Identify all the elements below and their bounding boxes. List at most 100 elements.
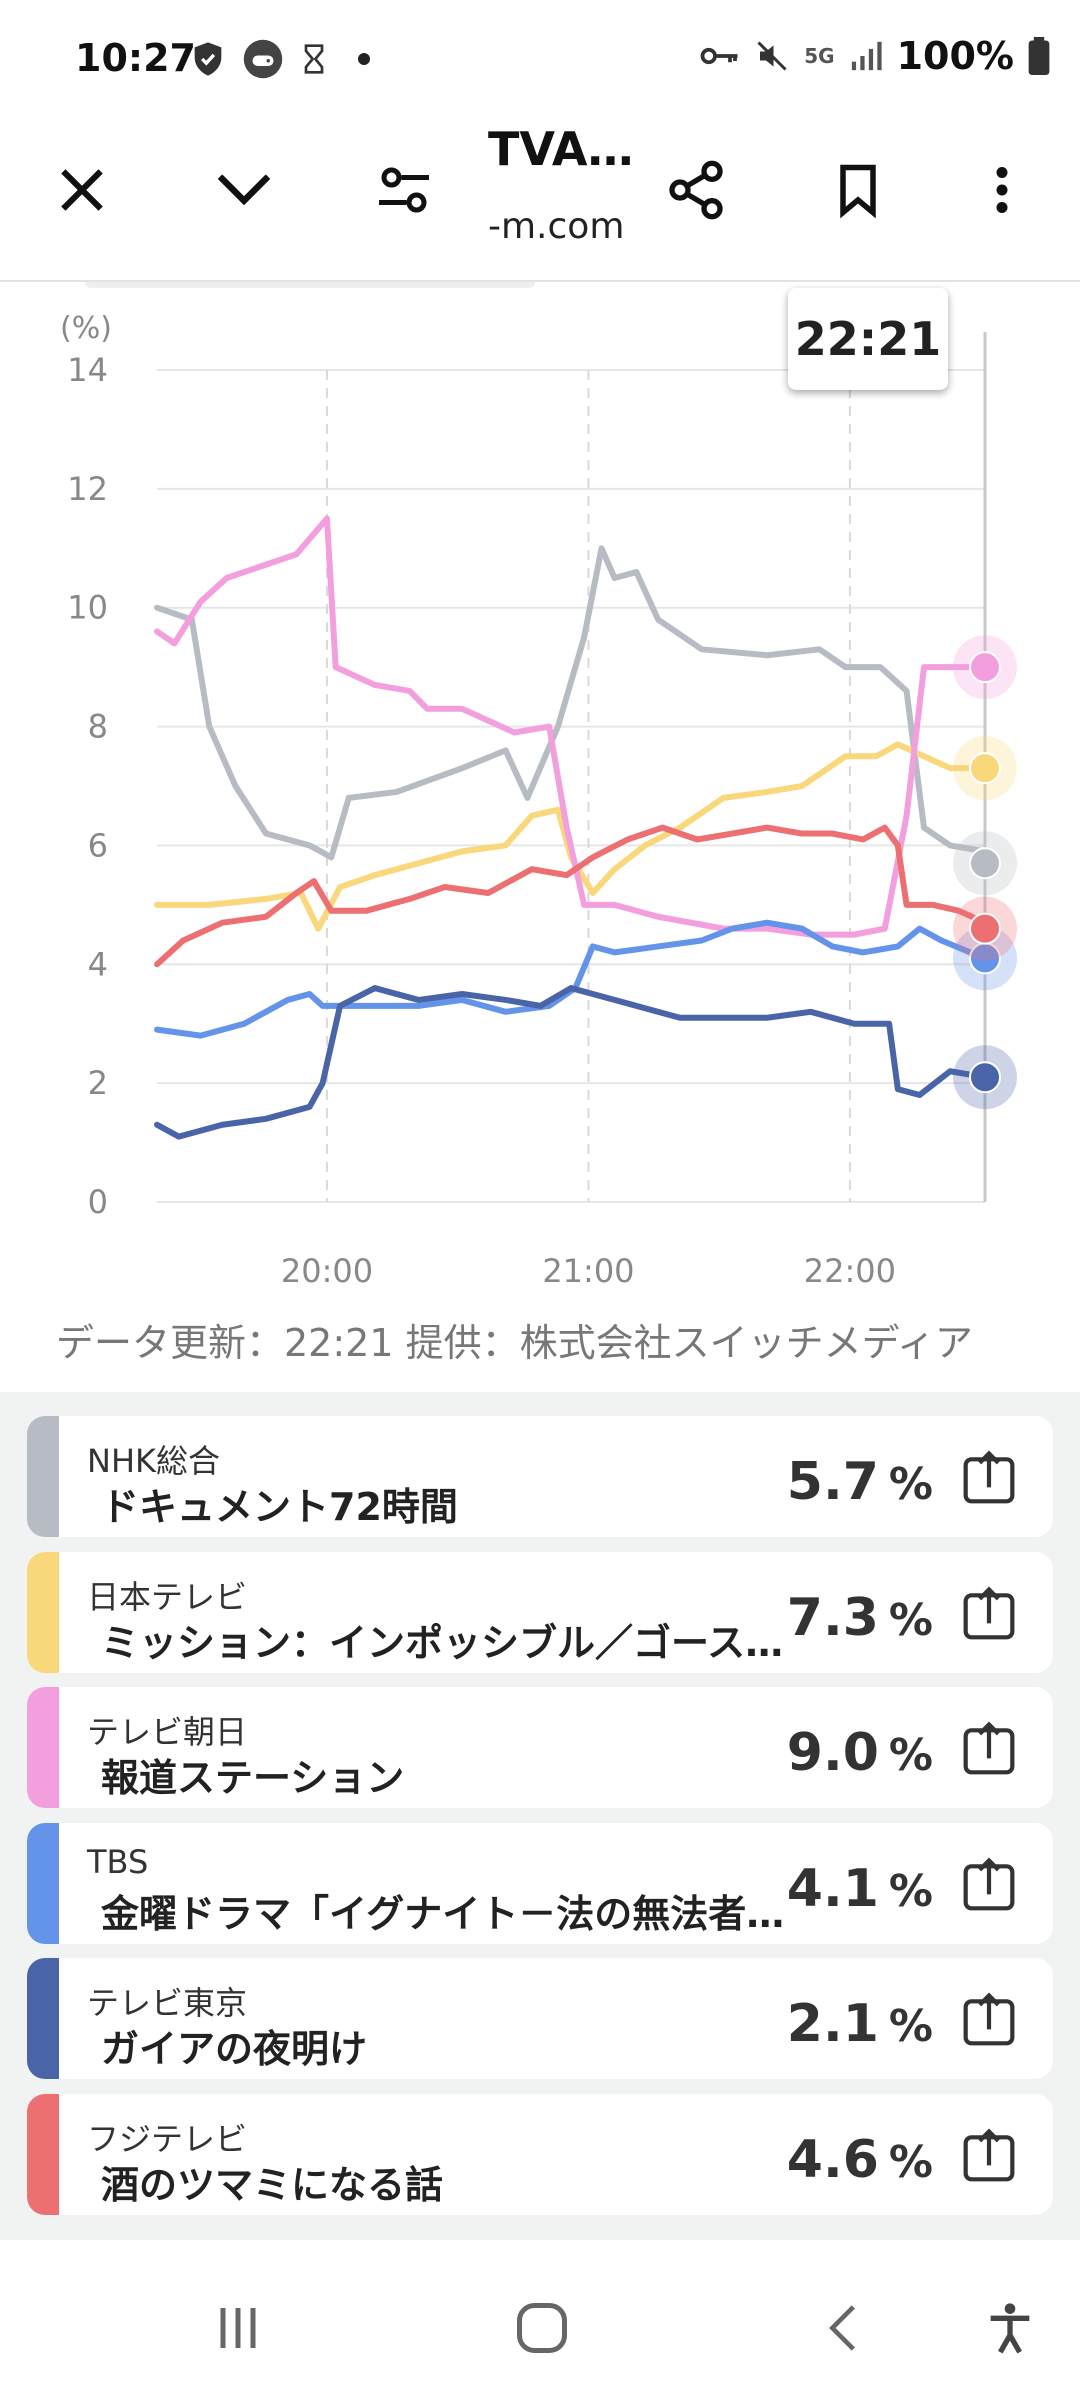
program-title: 酒のツマミになる話 xyxy=(101,2163,444,2207)
channel-name: テレビ東京 xyxy=(87,1984,248,2022)
share-button[interactable] xyxy=(656,150,736,230)
close-icon xyxy=(61,169,103,211)
series-line xyxy=(154,985,988,1140)
program-title: ドキュメント72時間 xyxy=(101,1485,458,1529)
rating-unit: % xyxy=(888,1730,933,1781)
channel-color-bar xyxy=(27,2094,59,2215)
more-icon xyxy=(996,167,1008,213)
series-end-point xyxy=(969,651,1001,684)
data-update-note: データ更新：22:21 提供：株式会社スイッチメディア xyxy=(56,1321,973,1365)
share-icon[interactable] xyxy=(961,2128,1017,2184)
key-icon xyxy=(700,47,738,65)
battery-icon xyxy=(1028,37,1050,75)
channel-name: 日本テレビ xyxy=(87,1578,248,1616)
series-end-point xyxy=(969,752,1001,785)
channel-card[interactable]: TBS 金曜ドラマ「イグナイト－法の無法者－」 4.1% xyxy=(27,1823,1053,1944)
hourglass-icon xyxy=(304,44,324,74)
y-axis-unit: (%) xyxy=(60,311,112,346)
share-icon xyxy=(669,160,723,220)
series-line xyxy=(154,741,988,932)
accessibility-icon xyxy=(990,2303,1030,2354)
channel-card[interactable]: テレビ朝日報道ステーション 9.0% xyxy=(27,1687,1053,1808)
series-end-point xyxy=(969,1061,1001,1094)
recents-button[interactable] xyxy=(198,2288,278,2368)
x-tick-label: 20:00 xyxy=(281,1252,373,1290)
back-button[interactable] xyxy=(804,2288,884,2368)
rating-unit: % xyxy=(888,2001,933,2052)
channel-list: NHK総合 ドキュメント72時間 5.7% 日本テレビ ミッション：インポッシブル／ゴー… xyxy=(0,1392,1080,2240)
series-line xyxy=(154,824,988,968)
rating-number: 4.1 xyxy=(786,1859,879,1919)
page-settings-button[interactable] xyxy=(364,150,444,230)
series-line xyxy=(154,545,988,861)
home-button[interactable] xyxy=(502,2288,582,2368)
channel-name: テレビ朝日 xyxy=(87,1713,248,1751)
ratings-line-chart[interactable]: (%) 0 2 4 6 8 10 12 14 20:00 21:00 22:00 xyxy=(0,282,1080,1372)
share-icon[interactable] xyxy=(961,1992,1017,2048)
rating-number: 5.7 xyxy=(786,1452,879,1512)
y-tick-label: 2 xyxy=(88,1064,108,1102)
x-tick-label: 22:00 xyxy=(804,1252,896,1290)
more-options-button[interactable] xyxy=(962,150,1042,230)
home-icon xyxy=(517,2303,567,2353)
rating-value: 9.0% xyxy=(787,1723,933,1783)
network-type: 5G xyxy=(804,44,835,68)
x-tick-label: 21:00 xyxy=(542,1252,634,1290)
y-tick-label: 8 xyxy=(88,708,108,746)
rating-value: 4.6% xyxy=(787,2130,933,2190)
rating-unit: % xyxy=(888,1459,933,1510)
back-icon xyxy=(829,2305,855,2351)
rating-number: 4.6 xyxy=(786,2130,879,2190)
gamepad-icon xyxy=(243,39,283,79)
y-tick-label: 10 xyxy=(67,589,108,627)
program-title: 金曜ドラマ「イグナイト－法の無法者－」 xyxy=(101,1892,811,1936)
rating-number: 7.3 xyxy=(786,1588,879,1648)
program-title: 報道ステーション xyxy=(101,1756,405,1800)
program-title: ガイアの夜明け xyxy=(101,2027,368,2071)
y-tick-label: 6 xyxy=(88,826,108,864)
channel-card[interactable]: NHK総合 ドキュメント72時間 5.7% xyxy=(27,1416,1053,1537)
rating-unit: % xyxy=(888,1866,933,1917)
channel-color-bar xyxy=(27,1416,59,1537)
channel-color-bar xyxy=(27,1958,59,2079)
accessibility-button[interactable] xyxy=(970,2288,1050,2368)
channel-card[interactable]: フジテレビ 酒のツマミになる話 4.6% xyxy=(27,2094,1053,2215)
y-tick-label: 12 xyxy=(67,470,108,508)
channel-color-bar xyxy=(27,1552,59,1673)
minimize-button[interactable] xyxy=(204,150,284,230)
status-time: 10:27 xyxy=(75,36,196,80)
signal-icon xyxy=(851,41,882,71)
tune-icon xyxy=(379,167,429,213)
rating-value: 2.1% xyxy=(787,1994,933,2054)
series-end-point xyxy=(969,912,1001,945)
bookmark-button[interactable] xyxy=(818,150,898,230)
close-button[interactable] xyxy=(42,150,122,230)
share-icon[interactable] xyxy=(961,1857,1017,1913)
share-icon[interactable] xyxy=(961,1450,1017,1506)
navigation-bar xyxy=(0,2244,1080,2400)
rating-unit: % xyxy=(888,2137,933,2188)
program-title: ミッション：インポッシブル／ゴースト・プロトコル xyxy=(101,1621,811,1665)
page-url: -m.com xyxy=(488,206,625,247)
rating-value: 5.7% xyxy=(787,1452,933,1512)
rating-value: 7.3% xyxy=(787,1588,933,1648)
recents-icon xyxy=(220,2308,256,2348)
browser-toolbar: TVA… -m.com xyxy=(0,110,1080,282)
rating-number: 9.0 xyxy=(786,1723,879,1783)
time-tooltip: 22:21 xyxy=(788,288,948,390)
y-tick-label: 14 xyxy=(67,351,108,389)
battery-level: 100% xyxy=(896,34,1014,78)
shield-icon xyxy=(194,42,222,76)
status-bar: 10:27 5G 100% xyxy=(0,0,1080,110)
channel-card[interactable]: テレビ東京ガイアの夜明け 2.1% xyxy=(27,1958,1053,2079)
y-tick-label: 4 xyxy=(88,945,108,983)
y-tick-label: 0 xyxy=(88,1183,108,1221)
chart-area: (%) 0 2 4 6 8 10 12 14 20:00 21:00 22:00 22:21 xyxy=(0,282,1080,1372)
rating-number: 2.1 xyxy=(786,1994,879,2054)
mute-icon xyxy=(757,41,787,71)
share-icon[interactable] xyxy=(961,1721,1017,1777)
series-line xyxy=(154,515,988,938)
share-icon[interactable] xyxy=(961,1586,1017,1642)
notification-dot xyxy=(358,53,370,65)
